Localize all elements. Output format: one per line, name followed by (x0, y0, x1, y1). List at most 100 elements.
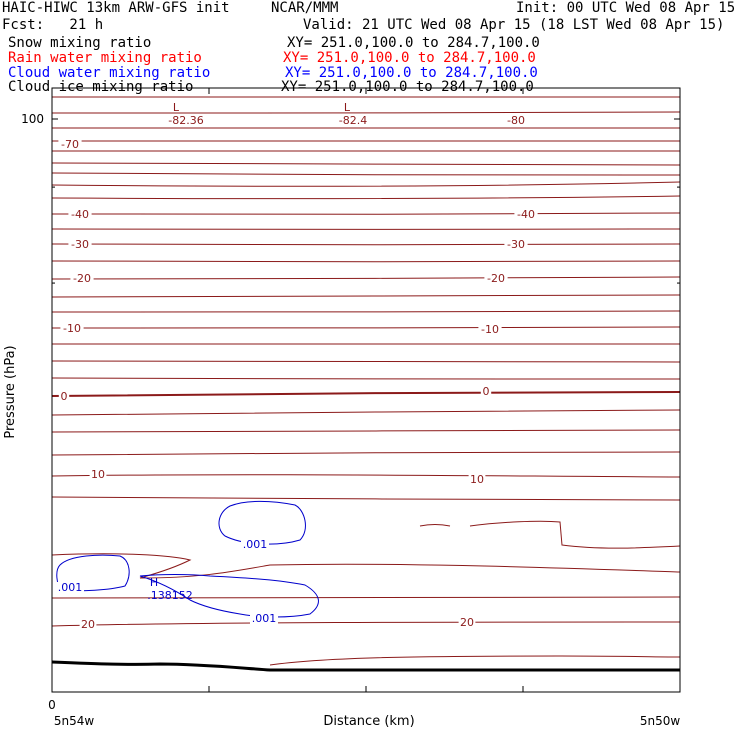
x-axis: 0 5n54w 5n50w Distance (km) (48, 88, 681, 729)
contour-labels: -82.36 -82.4 -80 -70 -40 -40 -30 -30 -20 -20 -10 -1… (56, 101, 538, 631)
contour-label-bg (250, 613, 278, 624)
temperature-contour-label: -30 (507, 238, 525, 251)
temperature-contour-label: 20 (460, 616, 474, 629)
contour-line (51, 140, 681, 142)
high-value-label: .138152 (147, 589, 193, 602)
low-marker: L (344, 101, 351, 114)
contour-line (51, 553, 681, 579)
contour-label-bg (60, 323, 84, 334)
temperature-contour-label: -80 (507, 114, 525, 127)
contour-label-bg (335, 115, 371, 126)
contour-label-bg (478, 324, 502, 335)
contour-line (51, 243, 681, 246)
cloud-water-contour-label: .001 (58, 581, 83, 594)
contour-label-bg (89, 469, 107, 480)
rain-field-xy: XY= 251.0,100.0 to 284.7,100.0 (283, 50, 536, 66)
contour-line (469, 520, 681, 549)
contour-label-bg (504, 115, 528, 126)
contour-line (51, 294, 681, 298)
contour-line (51, 377, 681, 380)
x-start-label: 0 (48, 698, 56, 712)
cloud-water-field-name: Cloud water mixing ratio (8, 65, 211, 81)
contour-line (51, 195, 681, 200)
contour-line (51, 596, 681, 599)
snow-field-xy: XY= 251.0,100.0 to 284.7,100.0 (287, 35, 540, 51)
temperature-contour-label: 0 (61, 390, 68, 403)
cloud-water-field-xy: XY= 251.0,100.0 to 284.7,100.0 (285, 65, 538, 81)
contour-line (51, 260, 681, 263)
cloud-ice-field-xy: XY= 251.0,100.0 to 284.7,100.0 (281, 79, 534, 95)
cloud-ice-field-name: Cloud ice mixing ratio (8, 79, 194, 95)
contour-label-bg (56, 582, 84, 593)
contour-line (51, 162, 681, 166)
contour-label-bg (241, 539, 269, 550)
contour-line (51, 621, 681, 627)
temperature-contour-label: -82.4 (339, 114, 367, 127)
temperature-contour-label: 0 (483, 385, 490, 398)
temperature-contour-label: 20 (81, 618, 95, 631)
contour-line (51, 451, 681, 456)
forecast-hour: Fcst: 21 h (2, 17, 104, 33)
x-right-end-label: 5n50w (640, 714, 681, 728)
temperature-contour-label: 10 (91, 468, 105, 481)
contour-label-bg (458, 617, 476, 628)
contour-label-bg (164, 115, 208, 126)
snow-field-name: Snow mixing ratio (8, 35, 152, 51)
temperature-contour-label: -20 (73, 272, 91, 285)
contour-line (51, 212, 681, 215)
contour-label-bg (79, 619, 97, 630)
contour-line (51, 429, 681, 433)
temperature-contour-label: -70 (61, 138, 79, 151)
contour-line (51, 111, 681, 114)
init-time: Init: 00 UTC Wed 08 Apr 15 (516, 0, 736, 16)
contour-line (51, 276, 681, 280)
contour-label-bg (58, 391, 70, 402)
high-marker: H (150, 576, 158, 589)
contour-label-bg (480, 386, 492, 397)
contour-label-bg (58, 139, 82, 150)
temperature-contour-label: -10 (481, 323, 499, 336)
temperature-contours (51, 96, 681, 666)
cloud-water-contour (139, 574, 319, 618)
contour-line (51, 172, 681, 176)
contour-line (51, 409, 681, 416)
x-left-end-label: 5n54w (54, 714, 95, 728)
contour-line (51, 127, 681, 129)
valid-time: Valid: 21 UTC Wed 08 Apr 15 (18 LST Wed … (303, 17, 725, 33)
x-axis-title: Distance (km) (323, 714, 414, 729)
cloud-water-contour (218, 500, 306, 545)
y-axis: 1002003004005006007008009001000Pressure … (3, 112, 680, 439)
rain-field-name: Rain water mixing ratio (8, 50, 202, 66)
contour-line (51, 150, 681, 152)
contour-label-bg (514, 209, 538, 220)
temperature-contour-label: -10 (63, 322, 81, 335)
contour-line (51, 391, 681, 397)
temperature-contour-label: -20 (487, 272, 505, 285)
temperature-contour-label: -30 (71, 238, 89, 251)
temperature-contour-label: -40 (517, 208, 535, 221)
temperature-contour-label: -40 (71, 208, 89, 221)
plot-frame (51, 87, 681, 693)
contour-label-bg (468, 474, 486, 485)
cloud-water-contour-label: .001 (243, 538, 268, 551)
contour-line (51, 326, 681, 329)
contour-line (51, 496, 681, 501)
contour-line (51, 181, 681, 187)
cloud-water-contour-label: .001 (252, 612, 277, 625)
contour-label-bg (68, 209, 92, 220)
model-title: HAIC-HIWC 13km ARW-GFS init (2, 0, 230, 16)
temperature-contour-label: -82.36 (168, 114, 203, 127)
contour-line (51, 96, 681, 98)
plot-header: HAIC-HIWC 13km ARW-GFS init NCAR/MMM Ini… (0, 0, 740, 100)
contour-line (269, 655, 681, 666)
contour-line (51, 310, 681, 313)
contour-label-bg (504, 239, 528, 250)
contour-label-bg (68, 239, 92, 250)
terrain-line (51, 660, 680, 672)
y-axis-title: Pressure (hPa) (3, 345, 18, 438)
low-marker: L (173, 101, 180, 114)
contour-line (419, 524, 451, 527)
contour-line (51, 474, 681, 478)
temperature-contour-label: 10 (470, 473, 484, 486)
